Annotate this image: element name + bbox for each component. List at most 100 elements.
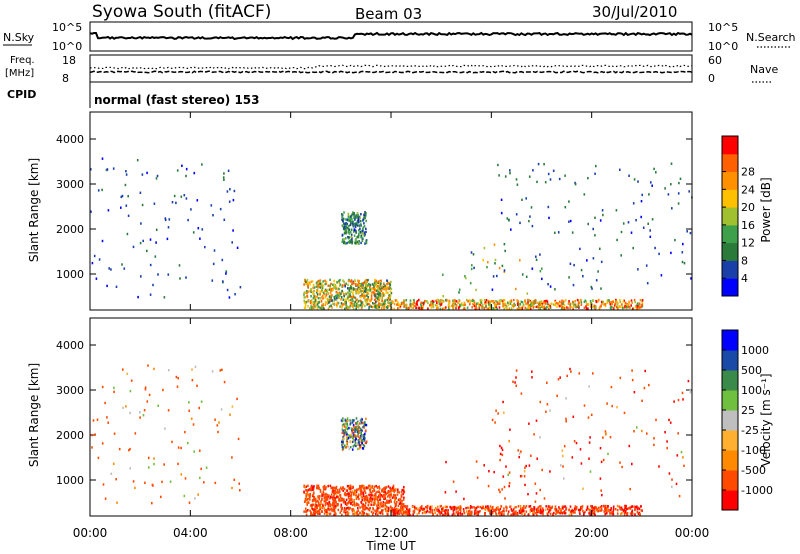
- velocity-cell: [439, 511, 442, 514]
- power-cell: [403, 302, 405, 305]
- power-cell: [132, 245, 135, 249]
- nsky-tick-top: 10^5: [52, 21, 82, 34]
- power-cell: [318, 279, 320, 283]
- velocity-cell: [320, 510, 323, 513]
- power-cell: [391, 307, 393, 310]
- power-cell: [349, 302, 352, 305]
- velocity-cell: [446, 505, 448, 509]
- velocity-cell: [317, 484, 320, 487]
- power-cell: [353, 282, 355, 285]
- power-cell: [212, 214, 214, 217]
- power-cell: [325, 289, 328, 293]
- power-cell: [619, 300, 622, 304]
- velocity-cell: [381, 512, 384, 515]
- power-cell: [504, 249, 506, 253]
- power-cell: [112, 167, 115, 170]
- power-cell: [524, 306, 527, 309]
- power-cell: [670, 251, 672, 255]
- velocity-cell: [393, 509, 396, 512]
- velocity-cell: [341, 431, 344, 434]
- power-cell: [183, 194, 186, 197]
- power-cell: [167, 226, 170, 229]
- power-cell: [316, 307, 319, 310]
- velocity-cell: [524, 483, 526, 487]
- power-cell: [572, 302, 574, 306]
- velocity-cell: [531, 376, 533, 379]
- velocity-cell: [600, 505, 603, 508]
- power-cell: [360, 289, 362, 293]
- velocity-cell: [345, 422, 347, 425]
- velocity-cell: [177, 446, 180, 449]
- power-cell: [503, 307, 505, 310]
- power-cell: [438, 302, 441, 305]
- velocity-cell: [634, 513, 636, 516]
- power-cell: [357, 214, 359, 217]
- velocity-cell: [402, 488, 405, 491]
- velocity-cell: [454, 506, 457, 509]
- velocity-cell: [319, 506, 321, 509]
- velocity-cell: [628, 444, 631, 448]
- power-cell: [307, 283, 309, 286]
- velocity-cell: [328, 500, 331, 504]
- power-cell: [154, 255, 157, 258]
- velocity-cell: [502, 475, 505, 478]
- velocity-cell: [523, 470, 526, 473]
- velocity-cell: [357, 432, 359, 435]
- power-cell: [485, 299, 488, 302]
- power-cell: [493, 307, 495, 310]
- velocity-cell: [384, 491, 386, 494]
- velocity-cell: [386, 513, 389, 516]
- power-cell: [370, 291, 373, 294]
- velocity-cell: [390, 488, 393, 491]
- velocity-cell: [144, 386, 147, 389]
- velocity-cell: [329, 512, 332, 515]
- power-cell: [350, 239, 352, 242]
- velocity-cell: [400, 507, 402, 510]
- power-cell: [358, 220, 360, 224]
- velocity-cell: [599, 477, 602, 480]
- power-cell: [376, 281, 378, 285]
- power-cell: [511, 304, 513, 307]
- power-cell: [384, 284, 386, 287]
- velocity-cell: [113, 390, 115, 394]
- power-cell: [391, 300, 393, 303]
- velocity-cell: [508, 484, 510, 488]
- velocity-cell: [91, 433, 93, 437]
- power-cell: [352, 294, 355, 297]
- velocity-cell: [326, 513, 328, 516]
- velocity-range-tick-label: 2000: [56, 429, 84, 442]
- power-cell: [430, 306, 433, 309]
- power-cell: [365, 298, 368, 301]
- power-cell: [318, 285, 320, 289]
- velocity-cell: [591, 505, 594, 508]
- power-cell: [346, 226, 349, 230]
- velocity-cell: [366, 496, 369, 499]
- velocity-cell: [328, 512, 331, 516]
- power-cell: [640, 200, 643, 203]
- velocity-cell: [317, 512, 320, 515]
- velocity-cell: [341, 440, 343, 443]
- velocity-cell: [353, 501, 355, 505]
- power-cell: [357, 284, 359, 287]
- power-cell: [481, 306, 483, 309]
- velocity-cell: [368, 513, 370, 516]
- power-cell: [352, 300, 354, 303]
- power-cell: [349, 287, 351, 290]
- power-cell: [403, 299, 405, 303]
- velocity-cell: [357, 438, 360, 442]
- power-cell: [307, 282, 310, 285]
- velocity-cell: [385, 501, 387, 505]
- velocity-cell: [432, 513, 434, 516]
- power-cell: [599, 305, 602, 309]
- velocity-cell: [305, 507, 307, 510]
- power-cell: [641, 305, 644, 308]
- power-cell: [376, 289, 378, 292]
- power-cell: [355, 289, 357, 292]
- velocity-cell: [638, 507, 641, 510]
- power-cell: [350, 295, 352, 299]
- power-cell: [349, 215, 352, 218]
- velocity-cell: [623, 411, 626, 415]
- power-cell: [163, 296, 166, 299]
- velocity-cell: [153, 457, 155, 460]
- velocity-cell: [373, 489, 376, 492]
